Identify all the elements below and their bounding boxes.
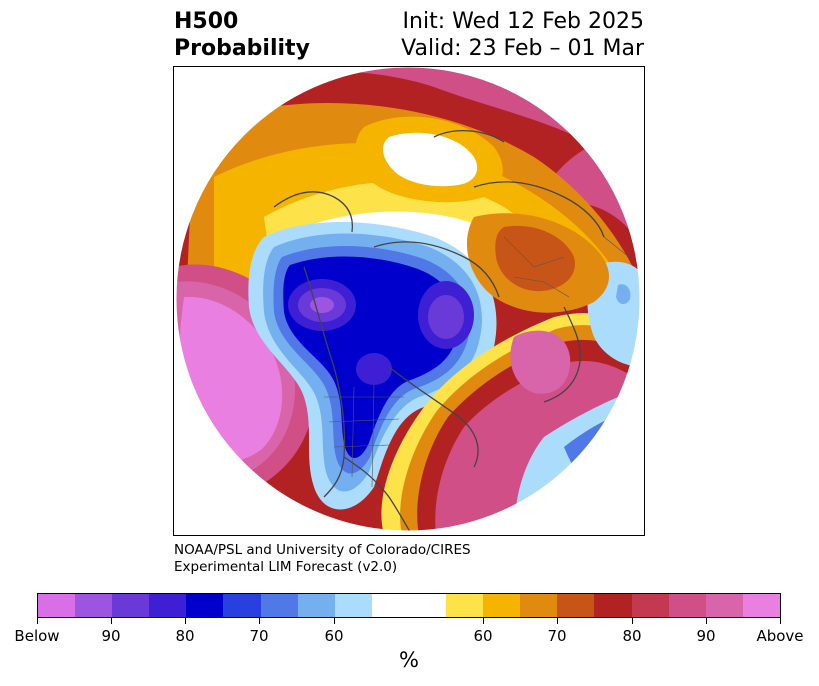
colorbar-segment: [520, 594, 558, 617]
colorbar-tick: [706, 618, 707, 624]
colorbar-tick-label: Above: [756, 627, 804, 645]
colorbar-tick-label: 70: [547, 627, 567, 645]
colorbar-tick: [259, 618, 260, 624]
colorbar-segment: [186, 594, 224, 617]
colorbar-tick: [334, 618, 335, 624]
colorbar-tick-label: 60: [324, 627, 344, 645]
colorbar-tick: [185, 618, 186, 624]
colorbar-tick-label: Below: [14, 627, 60, 645]
colorbar-tick: [483, 618, 484, 624]
colorbar-tick-label: 60: [473, 627, 493, 645]
colorbar-segment: [75, 594, 113, 617]
valid-dates: Valid: 23 Feb – 01 Mar: [401, 36, 644, 61]
colorbar-segment: [112, 594, 150, 617]
forecast-dates: Init: Wed 12 Feb 2025 Valid: 23 Feb – 01…: [401, 8, 644, 62]
colorbar-segment: [483, 594, 521, 617]
colorbar-segment: [705, 594, 743, 617]
colorbar-segment: [149, 594, 187, 617]
colorbar-segment: [594, 594, 632, 617]
colorbar-tick-label: 80: [622, 627, 642, 645]
colorbar-segment: [742, 594, 780, 617]
colorbar-tick: [111, 618, 112, 624]
borders: [324, 236, 630, 488]
colorbar-segment: [334, 594, 372, 617]
colorbar-segment: [38, 594, 76, 617]
colorbar: [37, 593, 781, 618]
colorbar-tick-label: 90: [696, 627, 716, 645]
colorbar-segment: [297, 594, 335, 617]
colorbar-tick: [557, 618, 558, 624]
title-line-2: Probability: [174, 36, 310, 61]
colorbar-tick: [780, 618, 781, 624]
colorbar-segment: [668, 594, 706, 617]
map-svg: [175, 67, 641, 532]
probability-map: [173, 66, 645, 536]
colorbar-segment: [371, 594, 447, 617]
colorbar-segment: [223, 594, 261, 617]
map-title: H500 Probability: [174, 8, 310, 62]
colorbar-segment: [446, 594, 484, 617]
colorbar-tick-label: 70: [249, 627, 269, 645]
title-line-1: H500: [174, 9, 239, 34]
colorbar-tick: [632, 618, 633, 624]
colorbar-segment: [557, 594, 595, 617]
colorbar-segment: [631, 594, 669, 617]
colorbar-segment: [260, 594, 298, 617]
colorbar-tick: [37, 618, 38, 624]
colorbar-tick-label: 80: [175, 627, 195, 645]
credit-line-1: NOAA/PSL and University of Colorado/CIRE…: [174, 542, 471, 558]
credit-text: NOAA/PSL and University of Colorado/CIRE…: [174, 542, 471, 576]
colorbar-tick-label: 90: [101, 627, 121, 645]
colorbar-unit: %: [399, 648, 419, 672]
probability-field: [176, 67, 640, 531]
init-date: Init: Wed 12 Feb 2025: [402, 9, 644, 34]
credit-line-2: Experimental LIM Forecast (v2.0): [174, 559, 398, 575]
